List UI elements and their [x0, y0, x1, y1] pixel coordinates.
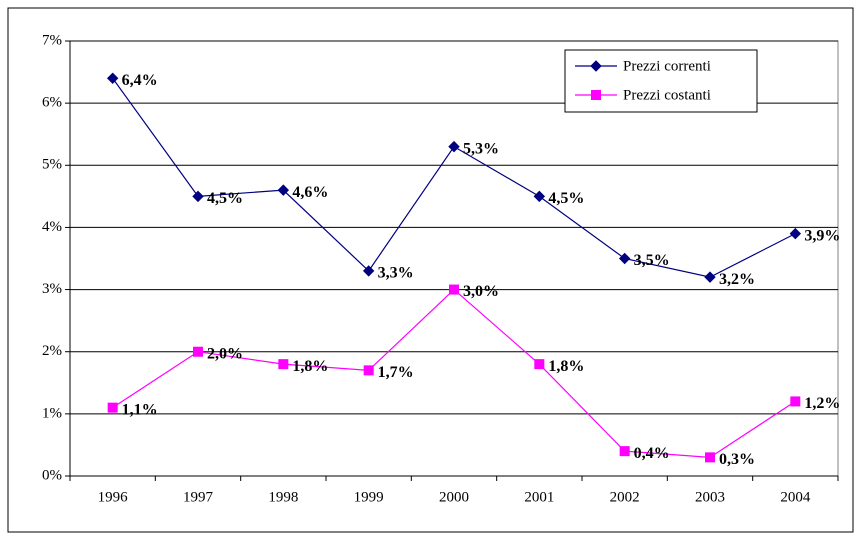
data-label: 4,5%: [207, 190, 243, 207]
data-label: 4,6%: [292, 184, 328, 201]
marker: [106, 72, 119, 84]
marker: [590, 60, 602, 72]
data-label: 1,2%: [804, 395, 840, 412]
marker: [591, 90, 601, 100]
marker: [790, 396, 801, 407]
data-label: 4,5%: [548, 190, 584, 207]
data-label: 3,9%: [804, 227, 840, 244]
x-tick-label: 2002: [610, 489, 640, 505]
marker: [107, 402, 118, 413]
x-tick-label: 2001: [524, 489, 554, 505]
data-label: 1,7%: [378, 364, 414, 381]
x-tick-label: 2004: [780, 489, 811, 505]
data-label: 3,3%: [378, 265, 414, 282]
y-tick-label: 4%: [42, 219, 62, 235]
data-label: 5,3%: [463, 140, 499, 157]
marker: [618, 252, 631, 265]
y-tick-label: 3%: [42, 281, 62, 297]
x-tick-label: 1998: [268, 489, 298, 505]
marker: [448, 140, 460, 153]
x-tick-label: 2003: [695, 489, 725, 505]
plot-area: [69, 40, 839, 477]
marker: [363, 365, 374, 376]
legend-box: [564, 49, 758, 113]
marker: [534, 359, 545, 370]
data-label: 0,4%: [634, 445, 670, 462]
marker: [192, 190, 204, 203]
y-tick-label: 2%: [42, 343, 62, 359]
y-tick-label: 5%: [42, 157, 62, 173]
y-tick-label: 1%: [42, 405, 62, 421]
y-tick-label: 7%: [42, 32, 62, 48]
data-label: 3,5%: [634, 252, 670, 269]
marker: [449, 284, 459, 295]
marker: [362, 265, 375, 277]
x-tick-label: 1999: [354, 489, 384, 505]
legend-label: Prezzi costanti: [623, 87, 711, 103]
data-label: 3,0%: [463, 283, 499, 300]
data-label: 1,1%: [122, 401, 158, 418]
marker: [277, 184, 290, 196]
data-label: 2,0%: [207, 345, 243, 362]
data-label: 0,3%: [719, 451, 755, 468]
x-tick-label: 1996: [98, 489, 129, 505]
data-label: 6,4%: [122, 72, 158, 89]
data-label: 3,2%: [719, 271, 755, 288]
marker: [533, 190, 546, 203]
marker: [704, 271, 716, 283]
marker: [789, 227, 802, 240]
y-tick-label: 0%: [42, 467, 62, 483]
marker: [193, 346, 203, 357]
x-tick-label: 2000: [439, 489, 469, 505]
marker: [619, 446, 630, 457]
y-tick-label: 6%: [42, 95, 62, 111]
data-label: 1,8%: [548, 358, 584, 375]
marker: [705, 452, 715, 463]
legend-label: Prezzi correnti: [623, 58, 711, 74]
marker: [278, 359, 289, 370]
data-label: 1,8%: [292, 358, 328, 375]
x-tick-label: 1997: [183, 489, 214, 505]
